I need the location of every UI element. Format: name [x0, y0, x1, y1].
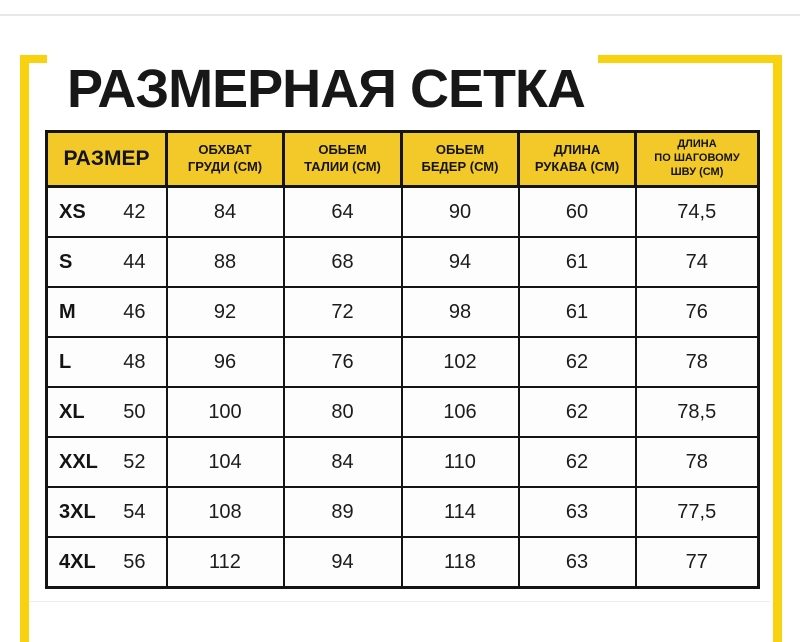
measure-cell: 61	[517, 286, 637, 338]
header-inseam: ДЛИНА ПО ШАГОВОМУ ШВУ (СМ)	[634, 130, 760, 188]
top-divider-line	[0, 14, 800, 16]
header-row: РАЗМЕР ОБХВАТ ГРУДИ (СМ) ОБЬЕМ ТАЛИИ (СМ…	[45, 130, 760, 188]
size-cell-value: 50	[123, 400, 146, 423]
table-row-xs: XS 42 84 64 90 60 74,5	[45, 185, 760, 238]
measure-cell: 72	[282, 286, 403, 338]
size-cell-label: L	[59, 350, 72, 373]
measure-cell: 76	[634, 286, 760, 338]
header-size: РАЗМЕР	[45, 130, 168, 188]
size-cell-label: M	[59, 300, 76, 323]
size-cell-value: 44	[123, 250, 146, 273]
measure-cell: 89	[282, 486, 403, 538]
measure-cell: 112	[165, 536, 285, 589]
header-sleeve: ДЛИНА РУКАВА (СМ)	[517, 130, 637, 188]
size-cell-value: 46	[123, 300, 146, 323]
measure-cell: 78,5	[634, 386, 760, 438]
measure-cell: 77	[634, 536, 760, 589]
table-row-s: S 44 88 68 94 61 74	[45, 236, 760, 288]
measure-cell: 62	[517, 336, 637, 388]
size-cell-value: 56	[123, 550, 146, 573]
measure-cell: 96	[165, 336, 285, 388]
measure-cell: 78	[634, 436, 760, 488]
measure-cell: 98	[400, 286, 520, 338]
size-cell-value: 42	[123, 200, 146, 223]
measure-cell: 92	[165, 286, 285, 338]
measure-cell: 74	[634, 236, 760, 288]
measure-cell: 114	[400, 486, 520, 538]
size-cell: L 48	[45, 336, 168, 388]
size-chart-table: РАЗМЕР ОБХВАТ ГРУДИ (СМ) ОБЬЕМ ТАЛИИ (СМ…	[45, 130, 760, 589]
measure-cell: 84	[165, 185, 285, 238]
size-cell: XS 42	[45, 185, 168, 238]
table-row-m: M 46 92 72 98 61 76	[45, 286, 760, 338]
measure-cell: 60	[517, 185, 637, 238]
size-cell-label: 4XL	[59, 550, 96, 573]
measure-cell: 106	[400, 386, 520, 438]
size-cell-label: XL	[59, 400, 85, 423]
table-row-xxl: XXL 52 104 84 110 62 78	[45, 436, 760, 488]
header-size-label: РАЗМЕР	[63, 147, 150, 171]
size-cell-label: XXL	[59, 450, 98, 473]
size-cell: 4XL 56	[45, 536, 168, 589]
size-cell-value: 54	[123, 500, 146, 523]
table-row-4xl: 4XL 56 112 94 118 63 77	[45, 536, 760, 589]
measure-cell: 84	[282, 436, 403, 488]
size-cell: M 46	[45, 286, 168, 338]
measure-cell: 62	[517, 386, 637, 438]
frame-bracket-left-vertical	[20, 55, 29, 642]
table-row-l: L 48 96 76 102 62 78	[45, 336, 760, 388]
frame-bracket-right-vertical	[773, 55, 782, 642]
measure-cell: 64	[282, 185, 403, 238]
table-row-3xl: 3XL 54 108 89 114 63 77,5	[45, 486, 760, 538]
size-cell: XL 50	[45, 386, 168, 438]
measure-cell: 94	[400, 236, 520, 288]
size-cell-label: S	[59, 250, 73, 273]
measure-cell: 108	[165, 486, 285, 538]
size-cell-value: 48	[123, 350, 146, 373]
size-table-body: XS 42 84 64 90 60 74,5 S 44 88 68 94 61 …	[45, 185, 760, 589]
measure-cell: 61	[517, 236, 637, 288]
measure-cell: 102	[400, 336, 520, 388]
size-cell: 3XL 54	[45, 486, 168, 538]
measure-cell: 62	[517, 436, 637, 488]
size-cell-label: XS	[59, 200, 86, 223]
measure-cell: 63	[517, 536, 637, 589]
measure-cell: 88	[165, 236, 285, 288]
measure-cell: 80	[282, 386, 403, 438]
page-title: РАЗМЕРНАЯ СЕТКА	[67, 59, 586, 120]
table-row-xl: XL 50 100 80 106 62 78,5	[45, 386, 760, 438]
measure-cell: 110	[400, 436, 520, 488]
size-cell-label: 3XL	[59, 500, 96, 523]
bottom-divider-line	[30, 601, 770, 602]
measure-cell: 118	[400, 536, 520, 589]
size-cell: XXL 52	[45, 436, 168, 488]
measure-cell: 74,5	[634, 185, 760, 238]
header-waist: ОБЬЕМ ТАЛИИ (СМ)	[282, 130, 403, 188]
frame-bracket-top-right-horizontal	[598, 55, 782, 63]
size-table-header: РАЗМЕР ОБХВАТ ГРУДИ (СМ) ОБЬЕМ ТАЛИИ (СМ…	[45, 130, 760, 188]
measure-cell: 77,5	[634, 486, 760, 538]
header-hips: ОБЬЕМ БЕДЕР (СМ)	[400, 130, 520, 188]
size-cell: S 44	[45, 236, 168, 288]
measure-cell: 94	[282, 536, 403, 589]
measure-cell: 68	[282, 236, 403, 288]
size-cell-value: 52	[123, 450, 146, 473]
measure-cell: 100	[165, 386, 285, 438]
header-chest: ОБХВАТ ГРУДИ (СМ)	[165, 130, 285, 188]
frame-bracket-top-left-horizontal	[20, 55, 47, 63]
measure-cell: 63	[517, 486, 637, 538]
measure-cell: 90	[400, 185, 520, 238]
measure-cell: 78	[634, 336, 760, 388]
measure-cell: 76	[282, 336, 403, 388]
measure-cell: 104	[165, 436, 285, 488]
